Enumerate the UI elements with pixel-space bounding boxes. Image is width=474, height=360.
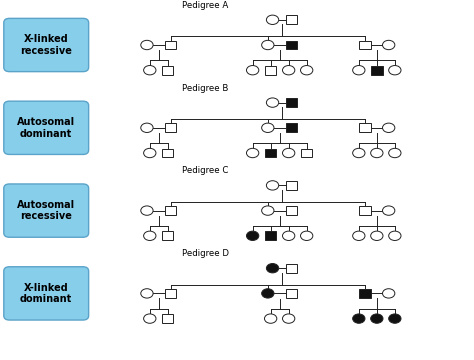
- Circle shape: [353, 314, 365, 323]
- Circle shape: [389, 231, 401, 240]
- Text: X-linked
recessive: X-linked recessive: [20, 34, 72, 56]
- FancyBboxPatch shape: [4, 267, 89, 320]
- Circle shape: [246, 231, 259, 240]
- Bar: [162, 66, 173, 75]
- Circle shape: [389, 66, 401, 75]
- Text: Pedigree C: Pedigree C: [182, 166, 229, 175]
- Circle shape: [262, 289, 274, 298]
- Bar: [286, 181, 297, 190]
- Bar: [286, 289, 297, 298]
- Circle shape: [353, 231, 365, 240]
- Bar: [162, 314, 173, 323]
- FancyBboxPatch shape: [4, 101, 89, 154]
- Circle shape: [246, 148, 259, 158]
- Circle shape: [266, 181, 279, 190]
- Circle shape: [371, 231, 383, 240]
- Bar: [359, 123, 371, 132]
- Circle shape: [144, 231, 156, 240]
- Circle shape: [144, 148, 156, 158]
- Text: X-linked
dominant: X-linked dominant: [20, 283, 73, 304]
- Circle shape: [389, 314, 401, 323]
- FancyBboxPatch shape: [4, 18, 89, 72]
- Bar: [265, 231, 276, 240]
- Circle shape: [383, 289, 395, 298]
- Bar: [165, 206, 176, 215]
- Circle shape: [141, 123, 153, 132]
- Circle shape: [371, 314, 383, 323]
- Circle shape: [144, 314, 156, 323]
- Circle shape: [283, 231, 295, 240]
- Bar: [265, 66, 276, 75]
- Circle shape: [383, 206, 395, 215]
- Circle shape: [141, 40, 153, 50]
- Bar: [265, 149, 276, 157]
- Bar: [286, 206, 297, 215]
- Circle shape: [262, 206, 274, 215]
- Circle shape: [283, 66, 295, 75]
- Circle shape: [283, 314, 295, 323]
- Bar: [162, 149, 173, 157]
- Bar: [162, 231, 173, 240]
- Bar: [359, 289, 371, 298]
- Circle shape: [353, 148, 365, 158]
- Bar: [165, 289, 176, 298]
- Bar: [286, 41, 297, 49]
- Bar: [165, 123, 176, 132]
- Bar: [286, 123, 297, 132]
- Circle shape: [301, 231, 313, 240]
- Circle shape: [383, 123, 395, 132]
- Bar: [371, 66, 383, 75]
- Circle shape: [144, 66, 156, 75]
- Text: Pedigree D: Pedigree D: [182, 249, 229, 258]
- Bar: [301, 149, 312, 157]
- Circle shape: [353, 66, 365, 75]
- Bar: [286, 264, 297, 273]
- Text: Pedigree A: Pedigree A: [182, 1, 229, 10]
- Bar: [359, 206, 371, 215]
- Circle shape: [141, 289, 153, 298]
- Circle shape: [141, 206, 153, 215]
- Bar: [165, 41, 176, 49]
- Circle shape: [264, 314, 277, 323]
- Circle shape: [389, 148, 401, 158]
- Circle shape: [283, 148, 295, 158]
- Bar: [286, 98, 297, 107]
- Circle shape: [301, 66, 313, 75]
- Bar: [359, 41, 371, 49]
- Circle shape: [383, 40, 395, 50]
- Circle shape: [266, 264, 279, 273]
- Circle shape: [246, 66, 259, 75]
- Circle shape: [266, 15, 279, 24]
- Bar: [286, 15, 297, 24]
- Circle shape: [262, 40, 274, 50]
- Circle shape: [266, 98, 279, 107]
- Circle shape: [371, 148, 383, 158]
- Circle shape: [262, 123, 274, 132]
- FancyBboxPatch shape: [4, 184, 89, 237]
- Text: Autosomal
dominant: Autosomal dominant: [17, 117, 75, 139]
- Text: Pedigree B: Pedigree B: [182, 84, 229, 93]
- Text: Autosomal
recessive: Autosomal recessive: [17, 200, 75, 221]
